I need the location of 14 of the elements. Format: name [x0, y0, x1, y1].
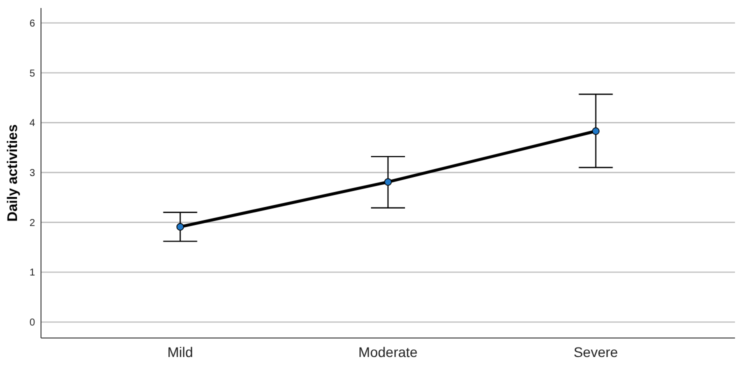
y-tick-label: 5: [29, 68, 36, 80]
x-tick-label: Mild: [167, 344, 194, 360]
y-tick-label: 0: [29, 318, 36, 329]
x-tick-label: Moderate: [358, 344, 418, 360]
point: [176, 223, 184, 231]
y-tick-label: 1: [29, 268, 36, 279]
x-tick-label: Severe: [574, 344, 618, 360]
y-tick-label: 6: [29, 18, 36, 30]
y-tick-label: 3: [29, 168, 36, 179]
y-tick-label: 4: [29, 118, 36, 130]
point: [592, 127, 600, 135]
point: [384, 178, 392, 186]
y-tick-label: 2: [29, 218, 36, 229]
y-axis-title: Daily activities: [4, 124, 20, 222]
